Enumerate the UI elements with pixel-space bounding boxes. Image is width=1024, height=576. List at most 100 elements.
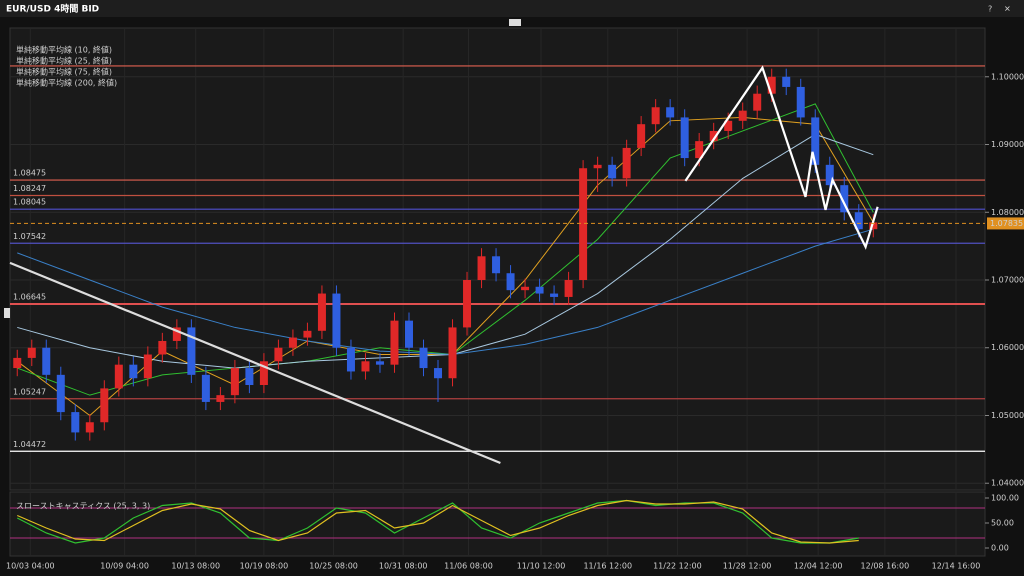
candle-body <box>317 293 326 331</box>
collapse-button[interactable] <box>509 19 521 26</box>
chart-title: EUR/USD 4時間 BID <box>6 3 99 15</box>
x-tick-label: 10/13 08:00 <box>171 562 220 571</box>
y-tick-label: 1.09000 <box>991 140 1024 149</box>
level-label: 1.08045 <box>13 198 46 207</box>
level-label: 1.05247 <box>13 387 46 396</box>
candle-body <box>753 93 762 111</box>
candle-body <box>303 330 312 338</box>
candle-body <box>709 130 718 142</box>
candle-body <box>434 368 443 379</box>
legend-entry: 単純移動平均線 (200, 終値) <box>16 78 117 88</box>
y-tick-label: 0.00 <box>991 544 1009 553</box>
candle-body <box>216 395 225 402</box>
candle-body <box>390 320 399 365</box>
x-tick-label: 10/09 04:00 <box>100 562 149 571</box>
level-label: 1.07542 <box>13 232 46 241</box>
candle-body <box>622 147 631 179</box>
candle-body <box>521 286 530 291</box>
candle-body <box>608 164 617 179</box>
y-tick-label: 1.08000 <box>991 208 1024 217</box>
x-tick-label: 12/14 16:00 <box>932 562 981 571</box>
level-label: 1.08475 <box>13 169 46 178</box>
candle-body <box>666 107 675 118</box>
candle-body <box>448 327 457 379</box>
candle-body <box>56 374 65 413</box>
candle-body <box>695 141 704 159</box>
y-tick-label: 50.00 <box>991 519 1014 528</box>
candle-body <box>259 361 268 385</box>
candle-body <box>361 361 370 372</box>
stochastic-panel <box>9 491 986 557</box>
stochastic-line <box>16 499 859 544</box>
side-handle[interactable] <box>4 308 10 318</box>
candle-body <box>825 164 834 186</box>
candle-body <box>782 76 791 87</box>
candle-body <box>85 422 94 433</box>
candle-body <box>245 368 254 385</box>
legend-entry: 単純移動平均線 (25, 終値) <box>16 56 112 66</box>
candle-body <box>796 86 805 118</box>
y-tick-label: 1.04000 <box>991 479 1024 488</box>
current-price-tag <box>987 217 1024 230</box>
x-tick-label: 11/10 12:00 <box>517 562 566 571</box>
candle-body <box>869 222 878 230</box>
legend-entry: 単純移動平均線 (10, 終値) <box>16 45 112 55</box>
candle-body <box>564 280 573 297</box>
candle-body <box>535 286 544 294</box>
candle-body <box>724 120 733 131</box>
current-price-label: 1.07835 <box>990 219 1023 228</box>
stochastic-line <box>17 499 859 544</box>
candle-body <box>346 347 355 372</box>
candle-body <box>680 117 689 159</box>
candle-body <box>100 388 109 423</box>
candle-body <box>593 164 602 169</box>
trend-drawing <box>9 261 501 465</box>
x-tick-label: 11/16 12:00 <box>583 562 632 571</box>
candle-body <box>288 337 297 348</box>
candle-body <box>404 320 413 348</box>
help-button[interactable]: ? <box>988 5 992 14</box>
trend-drawing <box>684 65 879 250</box>
close-button[interactable]: ✕ <box>1004 5 1011 14</box>
candle-body <box>840 185 849 213</box>
candle-body <box>375 361 384 365</box>
candle-body <box>579 168 588 280</box>
x-tick-label: 10/31 08:00 <box>379 562 428 571</box>
level-label: 1.06645 <box>13 293 46 302</box>
candle-body <box>114 364 123 389</box>
candle-body <box>550 293 559 297</box>
candle-body <box>274 347 283 362</box>
stochastic-title: スローストキャスティクス (25, 3, 3) <box>16 502 150 511</box>
candle-body <box>506 273 515 291</box>
x-tick-label: 11/28 12:00 <box>723 562 772 571</box>
legend-entry: 単純移動平均線 (75, 終値) <box>16 67 112 77</box>
candle-body <box>27 347 36 358</box>
level-label: 1.08247 <box>13 184 46 193</box>
title-bar <box>0 0 1024 17</box>
x-tick-label: 12/08 16:00 <box>861 562 910 571</box>
candle-body <box>143 354 152 379</box>
candle-body <box>738 110 747 121</box>
x-tick-label: 10/03 04:00 <box>6 562 55 571</box>
candle-body <box>477 256 486 280</box>
candle-body <box>332 293 341 348</box>
y-tick-label: 1.06000 <box>991 343 1024 352</box>
candle-body <box>13 357 22 369</box>
candle-body <box>811 117 820 165</box>
x-tick-label: 10/19 08:00 <box>240 562 289 571</box>
candle-body <box>463 280 472 328</box>
candle-body <box>71 412 80 433</box>
candle-body <box>187 327 196 375</box>
y-tick-label: 100.00 <box>991 494 1019 503</box>
candle-body <box>492 256 501 274</box>
y-tick-label: 1.05000 <box>991 411 1024 420</box>
candle-body <box>854 212 863 230</box>
x-tick-label: 11/06 08:00 <box>444 562 493 571</box>
candle-body <box>230 368 239 396</box>
candle-body <box>42 347 51 375</box>
y-tick-label: 1.10000 <box>991 72 1024 81</box>
candle-body <box>158 340 167 355</box>
level-label: 1.04472 <box>13 440 46 449</box>
candle-body <box>201 374 210 402</box>
